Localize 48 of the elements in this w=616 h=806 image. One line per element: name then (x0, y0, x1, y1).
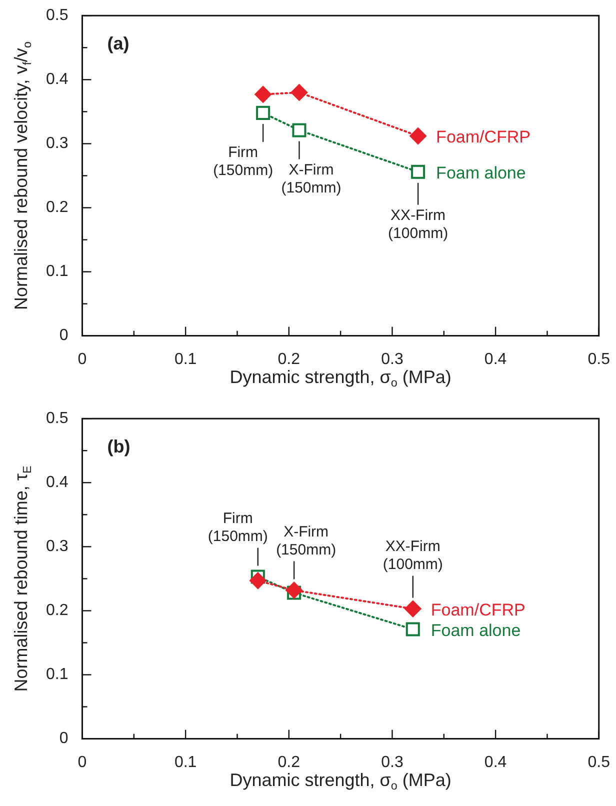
annotation: Firm (150mm) (208, 510, 268, 545)
y-tick-label: 0.4 (46, 71, 68, 88)
series-label: Foam alone (430, 620, 521, 640)
series-label: Foam/CFRP (430, 600, 526, 620)
series-label: Foam/CFRP (436, 128, 531, 147)
annotation: XX-Firm (100mm) (388, 207, 448, 242)
y-axis-title: Normalised rebound time, τE (11, 465, 34, 692)
y-tick-label: 0.5 (46, 410, 68, 428)
y-axis-title: Normalised rebound velocity, vf/vo (11, 40, 34, 310)
x-tick-label: 0.4 (484, 754, 507, 771)
y-tick-label: 0 (59, 327, 68, 344)
annotation: X-Firm (150mm) (281, 161, 342, 196)
y-tick-label: 0.2 (46, 199, 68, 216)
y-tick-label: 0.3 (46, 538, 68, 556)
x-tick-label: 0.5 (588, 754, 610, 771)
y-tick-label: 0.3 (46, 135, 68, 152)
point (410, 127, 427, 144)
x-tick-label: 0.3 (381, 754, 404, 771)
series-label: Foam alone (436, 164, 526, 183)
y-tick-label: 0.2 (46, 602, 68, 620)
x-tick-label: 0 (78, 754, 87, 771)
y-tick-label: 0.1 (46, 263, 68, 280)
x-tick-label: 0.1 (174, 754, 197, 771)
x-tick-label: 0.5 (588, 350, 610, 368)
x-tick-label: 0.1 (174, 350, 197, 368)
point (404, 600, 422, 618)
y-tick-label: 0.1 (46, 666, 68, 684)
annotation: Firm (150mm) (213, 144, 274, 180)
x-tick-label: 0.3 (381, 350, 404, 368)
y-tick-label: 0 (59, 730, 68, 748)
x-tick-label: 0.2 (278, 754, 300, 771)
annotation: (b) (107, 436, 130, 457)
y-tick-label: 0.4 (46, 474, 68, 492)
point (411, 164, 426, 179)
point (256, 106, 270, 120)
point (290, 84, 308, 101)
x-tick-label: 0.2 (278, 350, 300, 368)
point (292, 123, 306, 138)
point (249, 572, 266, 590)
annotation: (a) (107, 34, 130, 54)
y-tick-label: 0.5 (46, 7, 68, 24)
annotation: XX-Firm (100mm) (382, 538, 443, 573)
x-tick-label: 0.4 (484, 350, 507, 368)
point (406, 622, 420, 636)
point (286, 582, 303, 599)
point (254, 86, 272, 103)
x-tick-label: 0 (78, 350, 87, 368)
annotation: X-Firm (150mm) (276, 523, 336, 558)
